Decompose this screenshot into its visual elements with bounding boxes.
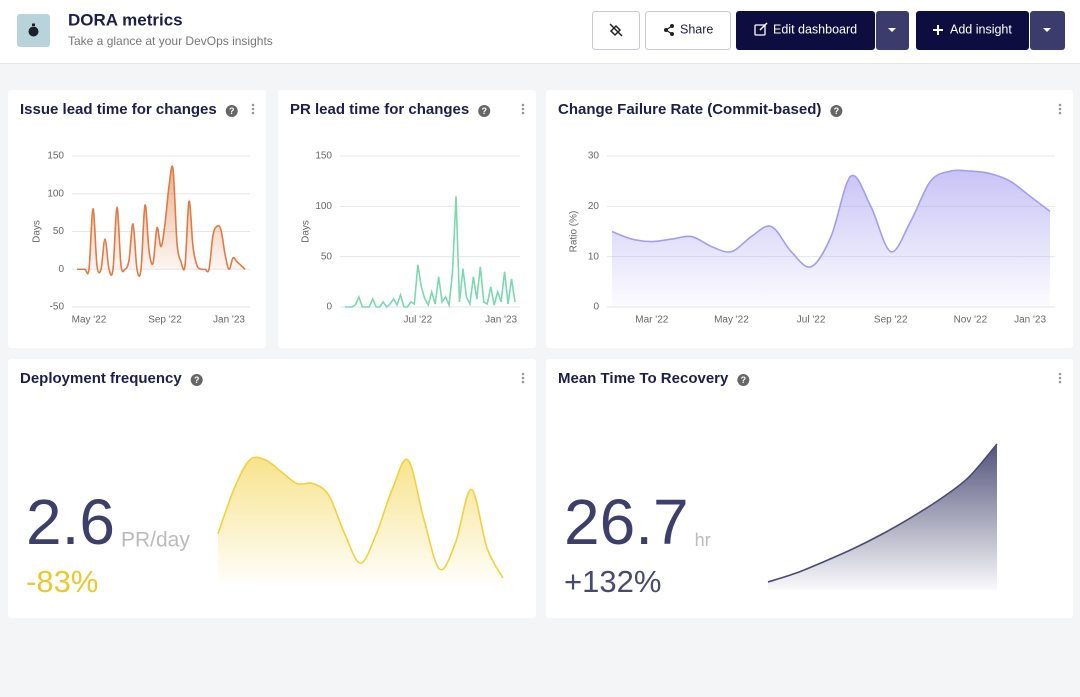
help-mark: ? (741, 375, 747, 385)
x-tick-label: Jul '22 (797, 315, 826, 326)
y-axis-label: Days (301, 220, 312, 243)
card-title: Change Failure Rate (Commit-based) (558, 101, 821, 118)
card-title: Mean Time To Recovery (558, 370, 729, 387)
stopwatch-top (32, 23, 35, 26)
kebab-dot (521, 376, 525, 380)
data-line (345, 196, 516, 309)
x-tick-label: May '22 (714, 315, 749, 326)
x-tick-label: Mar '22 (635, 315, 668, 326)
card-title: Issue lead time for changes (20, 101, 217, 118)
x-tick-label: Jan '23 (1014, 315, 1046, 326)
kebab-dot (521, 380, 525, 384)
y-tick-label: 30 (588, 151, 600, 162)
y-tick-label: 50 (53, 226, 65, 237)
x-tick-label: Nov '22 (954, 315, 988, 326)
edit-dashboard-button[interactable]: Edit dashboard (736, 11, 875, 50)
help-icon (830, 105, 843, 117)
kebab-dot (1058, 103, 1062, 107)
x-tick-label: Jan '23 (485, 315, 517, 326)
data-line (77, 165, 246, 277)
share-button[interactable]: Share (645, 11, 731, 50)
page-title: DORA metrics (68, 10, 183, 29)
y-tick-label: 0 (326, 302, 332, 313)
kebab-dot (1058, 372, 1062, 376)
kebab-dot (1058, 380, 1062, 384)
y-tick-label: 0 (593, 302, 599, 313)
help-mark: ? (229, 106, 235, 116)
card (278, 90, 536, 348)
edit-dropdown-button[interactable] (876, 11, 909, 50)
y-axis-label: Ratio (%) (569, 211, 580, 253)
kebab-dot (251, 103, 255, 107)
card-title: Deployment frequency (20, 370, 182, 387)
y-tick-label: -50 (50, 302, 65, 313)
help-icon (737, 374, 750, 386)
help-mark: ? (834, 106, 840, 116)
kebab-dot (1058, 107, 1062, 111)
x-tick-label: May '22 (72, 315, 107, 326)
kpi-unit: PR/day (121, 529, 190, 552)
card (8, 90, 266, 348)
kebab-dot (1058, 111, 1062, 115)
kebab-dot (521, 103, 525, 107)
y-tick-label: 150 (315, 151, 332, 162)
kebab-dot (521, 111, 525, 115)
help-icon (190, 374, 203, 386)
x-tick-label: Sep '22 (874, 315, 908, 326)
data-line (217, 456, 504, 579)
x-tick-label: Jul '22 (404, 315, 433, 326)
x-tick-label: Sep '22 (148, 315, 182, 326)
edit-dashboard-label: Edit dashboard (773, 22, 857, 36)
add-insight-button[interactable]: Add insight (916, 11, 1029, 50)
kebab-dot (521, 107, 525, 111)
y-tick-label: 100 (47, 188, 64, 199)
area-fill (768, 444, 997, 590)
data-line (767, 443, 998, 583)
card-title: PR lead time for changes (290, 101, 469, 118)
kpi-unit: hr (695, 530, 711, 550)
help-mark: ? (194, 375, 200, 385)
x-tick-label: Jan '23 (213, 315, 245, 326)
kebab-dot (521, 372, 525, 376)
kpi-change: +132% (564, 564, 661, 599)
area-fill (77, 166, 245, 277)
y-tick-label: 100 (315, 201, 332, 212)
share-label: Share (680, 22, 713, 36)
kpi-value: 2.6 (26, 486, 115, 558)
kpi-value: 26.7 (564, 486, 689, 558)
add-insight-label: Add insight (950, 22, 1012, 36)
kebab-dot (251, 107, 255, 111)
data-line (611, 169, 1051, 268)
page-subtitle: Take a glance at your DevOps insights (68, 34, 273, 48)
stopwatch-icon (28, 26, 39, 37)
y-tick-label: 20 (588, 201, 600, 212)
y-tick-label: 150 (47, 151, 64, 162)
kpi-change: -83% (26, 564, 98, 599)
y-tick-label: 50 (321, 251, 333, 262)
kebab-dot (1058, 376, 1062, 380)
area-fill (612, 170, 1050, 307)
add-dropdown-button[interactable] (1030, 11, 1065, 50)
help-mark: ? (481, 106, 487, 116)
y-tick-label: 10 (588, 251, 600, 262)
y-axis-label: Days (32, 220, 43, 243)
kebab-dot (251, 111, 255, 115)
unpin-button[interactable] (592, 11, 640, 50)
y-tick-label: 0 (58, 264, 64, 275)
help-icon (478, 105, 491, 117)
help-icon (225, 105, 238, 117)
